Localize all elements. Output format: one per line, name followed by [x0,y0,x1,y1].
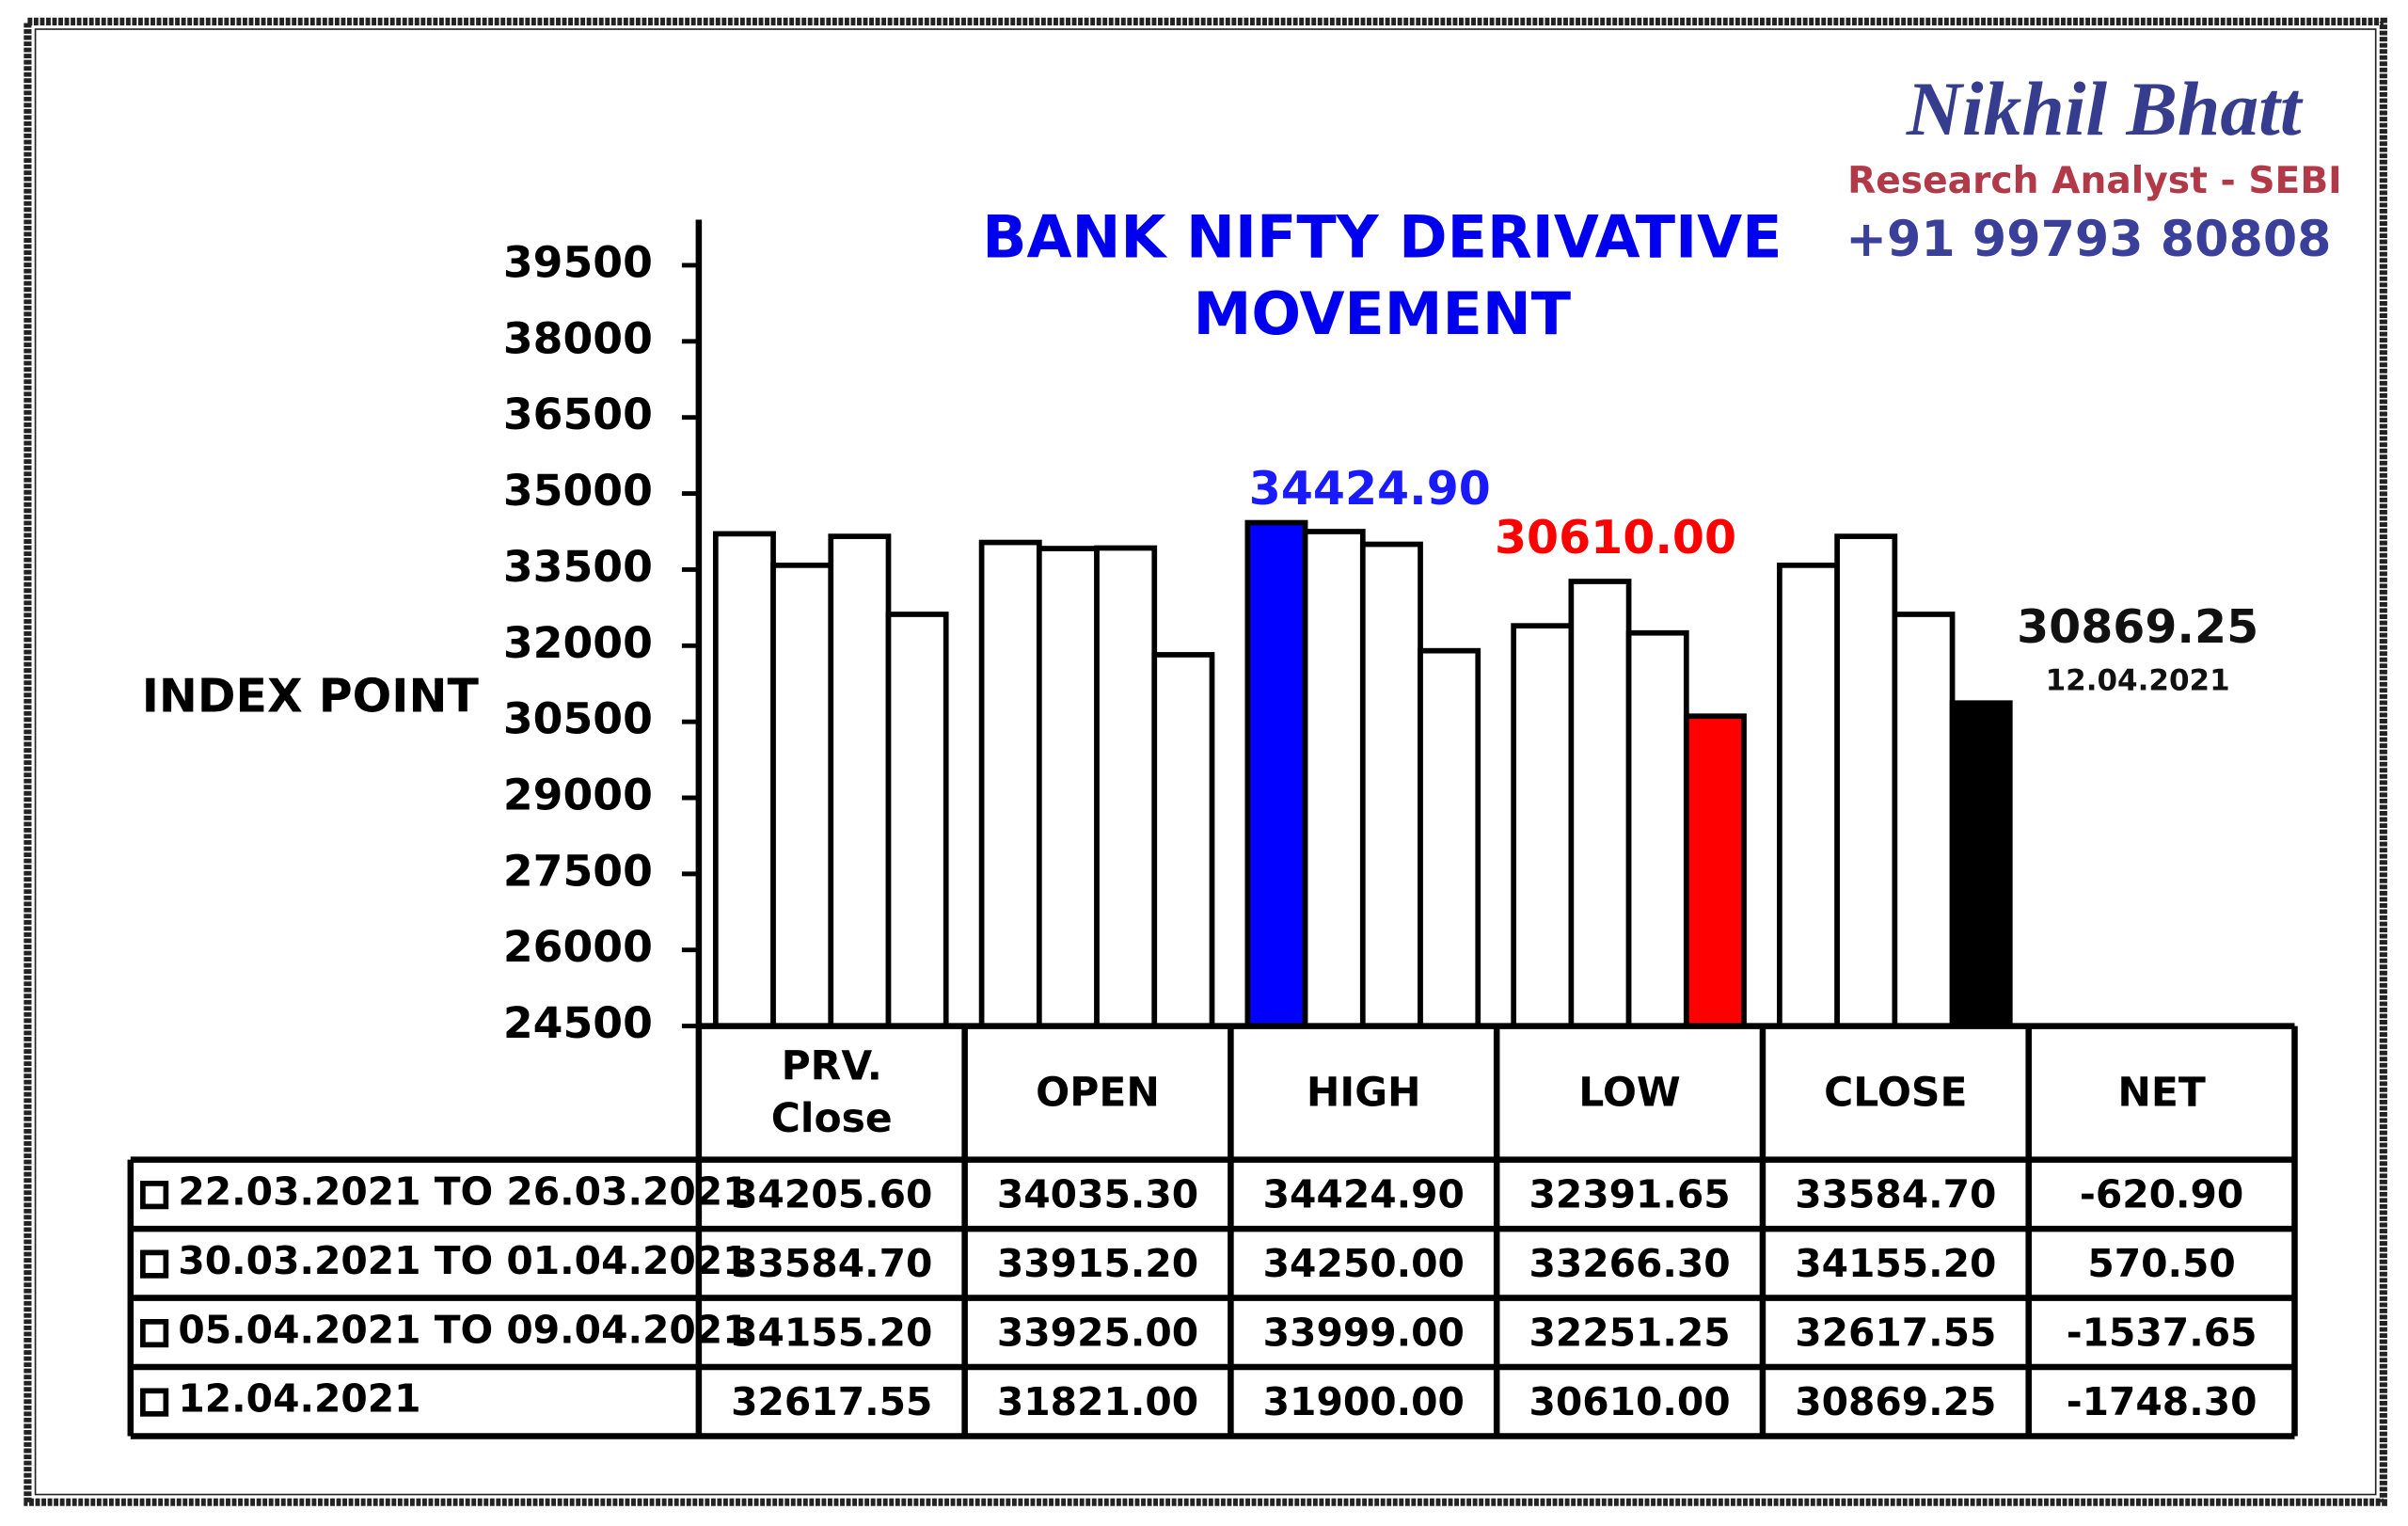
bar [1094,545,1158,1029]
legend-marker [140,1181,169,1210]
bar [1625,629,1689,1029]
annotation: 30869.25 [2017,600,2258,654]
annotation: 12.04.2021 [2046,663,2230,697]
annotation: 30610.00 [1495,511,1736,564]
column-header: HIGH [1230,1026,1497,1160]
y-tick-label: 24500 [503,998,653,1048]
table-cell: 34155.20 [731,1311,932,1356]
table-cell: 33584.70 [1795,1172,1996,1217]
y-tick-label: 32000 [503,618,653,668]
column-header-text: HIGH [1306,1070,1421,1117]
table-cell: 31821.00 [997,1379,1198,1424]
bar [1151,652,1215,1029]
y-tick-label: 39500 [503,237,653,287]
table-cell: 33584.70 [731,1241,932,1286]
table-cell: 32617.55 [731,1379,932,1424]
bar [1244,519,1308,1029]
bar [1892,612,1956,1029]
table-cell: 33266.30 [1529,1241,1730,1286]
column-header-cell: LOW [1497,1026,1763,1160]
bar [1777,562,1840,1029]
bar [1359,541,1423,1029]
chart-title: MOVEMENT [1194,279,1571,348]
y-tick-label: 26000 [503,922,653,972]
table-cell: 34205.60 [731,1172,932,1217]
column-header-cell: CLOSE [1763,1026,2029,1160]
table-cell: 34035.30 [997,1172,1198,1217]
column-header: LOW [1497,1026,1763,1160]
table-cell: -1748.30 [2067,1379,2258,1424]
y-tick-label: 36500 [503,389,653,439]
legend-marker [140,1249,169,1279]
table-cell: 34250.00 [1263,1241,1465,1286]
table-cell: 30869.25 [1795,1379,1996,1424]
column-header-cell: NET [2029,1026,2295,1160]
table-cell: -1537.65 [2067,1311,2258,1356]
bar [1036,546,1100,1029]
bar [1949,700,2013,1029]
table-cell: 33999.00 [1263,1311,1465,1356]
y-tick-label: 35000 [503,466,653,516]
legend-label: 05.04.2021 TO 09.04.2021 [178,1307,749,1352]
brand-role: Research Analyst - SEBI [1847,160,2342,202]
table-cell: 34424.90 [1263,1172,1465,1217]
bar [1302,529,1366,1029]
y-tick-label: 30500 [503,694,653,744]
legend-label: 12.04.2021 [178,1376,420,1422]
y-tick-label: 33500 [503,542,653,592]
column-header-text: LOW [1578,1070,1681,1117]
table-cell: 32617.55 [1795,1311,1996,1356]
y-tick-label: 38000 [503,313,653,363]
table-cell: 570.50 [2087,1241,2235,1286]
bar [1511,623,1575,1029]
bar [978,539,1042,1029]
bar [1568,579,1632,1029]
bar [1683,713,1747,1029]
column-header: NET [2029,1026,2295,1160]
legend-label: 22.03.2021 TO 26.03.2021 [178,1168,749,1214]
brand-phone: +91 99793 80808 [1846,212,2331,268]
y-tick-label: 27500 [503,846,653,896]
column-header: OPEN [965,1026,1231,1160]
table-cell: 34155.20 [1795,1241,1996,1286]
table-cell: 33925.00 [997,1311,1198,1356]
bar [1834,533,1898,1029]
table-cell: 30610.00 [1529,1379,1730,1424]
y-tick-label: 29000 [503,771,653,820]
annotation: 34424.90 [1249,462,1491,516]
legend-marker [140,1388,169,1417]
table-cell: -620.90 [2080,1172,2243,1217]
column-header: CLOSE [1763,1026,2029,1160]
column-header-cell: OPEN [965,1026,1231,1160]
frame-inner [34,28,2377,1496]
column-header-cell: PRV. Close [699,1026,965,1160]
y-axis-label: INDEX POINT [142,669,480,723]
column-header-text: PRV. Close [770,1043,893,1142]
column-header-text: NET [2117,1070,2206,1117]
bar [712,531,776,1029]
legend-label: 30.03.2021 TO 01.04.2021 [178,1238,749,1283]
column-header-cell: HIGH [1230,1026,1497,1160]
brand-name: Nikhil Bhatt [1906,66,2304,151]
legend-marker [140,1319,169,1348]
chart-title: BANK NIFTY DERIVATIVE [982,202,1782,271]
bar [828,533,892,1029]
bar [770,562,834,1029]
table-cell: 32251.25 [1529,1311,1730,1356]
table-cell: 31900.00 [1263,1379,1465,1424]
table-cell: 33915.20 [997,1241,1198,1286]
bar [885,612,949,1029]
column-header-text: CLOSE [1824,1070,1968,1117]
column-header: PRV. Close [699,1026,965,1160]
bar [1418,647,1481,1029]
table-cell: 32391.65 [1529,1172,1730,1217]
column-header-text: OPEN [1036,1070,1160,1117]
